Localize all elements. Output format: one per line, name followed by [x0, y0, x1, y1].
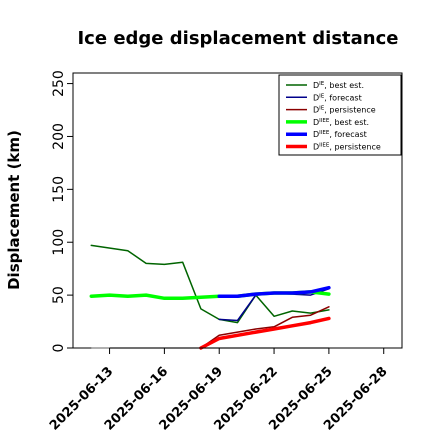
y-tick-label: 150 — [51, 176, 67, 203]
series-line-2 — [200, 306, 330, 349]
legend-label-3: DIIEE, best est. — [313, 118, 369, 127]
y-tick-label: 100 — [51, 229, 67, 256]
y-tick-label: 0 — [51, 344, 67, 353]
chart-title: Ice edge displacement distance — [77, 28, 398, 49]
legend-label-4: DIIEE, forecast — [313, 130, 367, 139]
y-tick-label: 250 — [51, 70, 67, 97]
legend-label-2: DIE, persistence — [313, 106, 376, 115]
x-axis: 2025-06-132025-06-162025-06-192025-06-22… — [47, 347, 391, 434]
y-tick-label: 50 — [51, 286, 67, 304]
legend-label-0: DIE, best est. — [313, 81, 364, 90]
series-line-0 — [90, 244, 330, 324]
legend: DIE, best est. DIE, forecast DIE, persiste… — [278, 74, 402, 156]
legend-box — [278, 74, 402, 156]
legend-label-1: DIE, forecast — [313, 93, 362, 102]
series-line-4 — [217, 285, 331, 298]
legend-label-5: DIIEE, persistence — [313, 143, 381, 152]
y-tick-label: 200 — [51, 123, 67, 150]
y-axis: 0 50 100 150 200 250 — [51, 70, 74, 353]
series-line-5 — [199, 316, 331, 350]
y-axis-label: Displacement (km) — [5, 130, 23, 290]
